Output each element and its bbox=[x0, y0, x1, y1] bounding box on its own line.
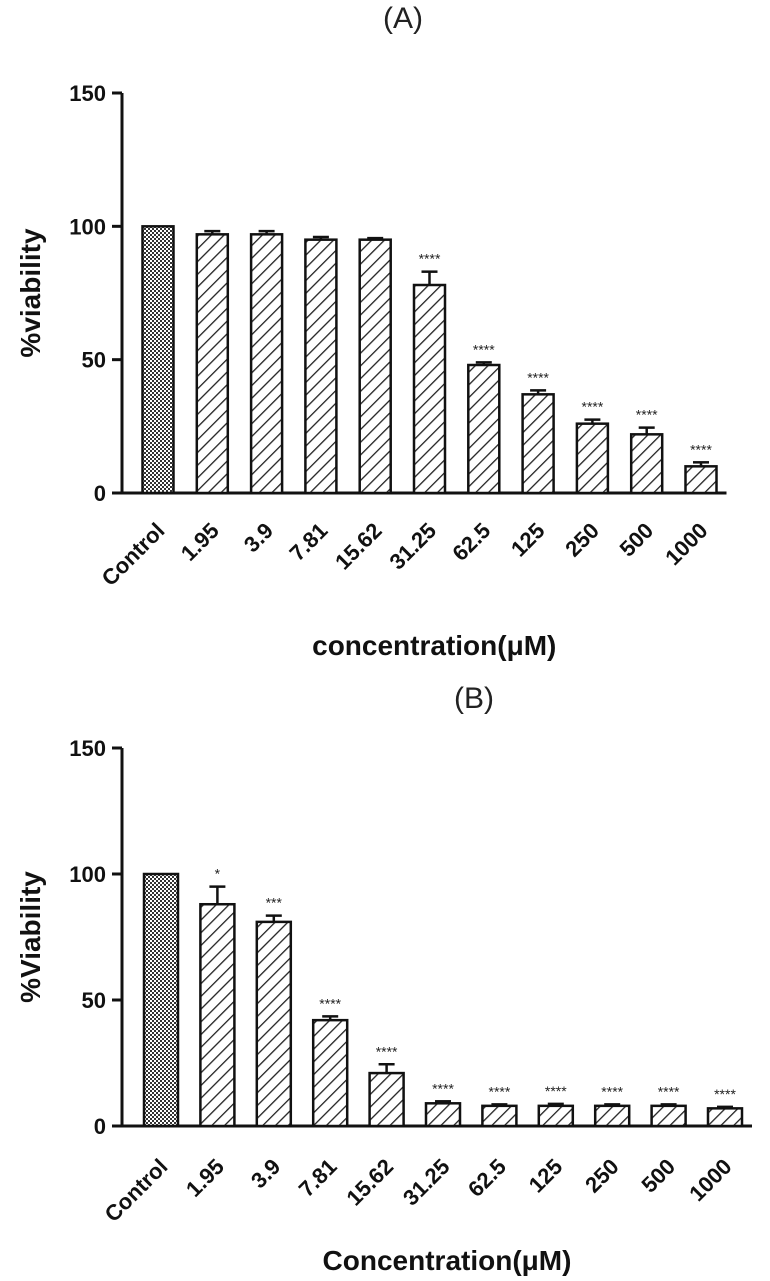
bar-control bbox=[142, 872, 180, 1128]
chart-panel-b: (B) 0 50 100 150 %Viability Control * 1.95 *** 3.9… bbox=[15, 682, 752, 1276]
significance-label: **** bbox=[636, 407, 658, 423]
x-tick-label: 31.25 bbox=[398, 1154, 455, 1211]
bar bbox=[650, 1104, 687, 1128]
bar bbox=[537, 1104, 575, 1128]
x-tick-label: 3.9 bbox=[246, 1154, 285, 1193]
bar bbox=[311, 1018, 349, 1128]
significance-label: **** bbox=[489, 1083, 511, 1099]
x-tick-label: 125 bbox=[524, 1154, 568, 1198]
x-tick-label: 250 bbox=[560, 518, 604, 562]
bar bbox=[467, 363, 501, 495]
bar-control bbox=[141, 225, 175, 495]
bar bbox=[195, 233, 230, 495]
significance-label: * bbox=[215, 866, 221, 882]
x-tick-label: Control bbox=[97, 518, 170, 591]
x-tick-label: 500 bbox=[615, 518, 659, 562]
y-tick-label: 100 bbox=[69, 862, 106, 887]
x-tick-label: 15.62 bbox=[330, 518, 387, 575]
y-tick-label: 100 bbox=[69, 214, 106, 239]
significance-label: **** bbox=[601, 1083, 623, 1099]
y-tick-label: 0 bbox=[94, 1114, 106, 1139]
bar bbox=[629, 433, 664, 495]
significance-label: **** bbox=[319, 995, 341, 1011]
x-tick-label: 1000 bbox=[684, 1154, 736, 1206]
bar bbox=[368, 1071, 405, 1128]
y-axis-title: %Viability bbox=[15, 871, 46, 1003]
significance-label: **** bbox=[690, 441, 712, 457]
x-tick-label: Control bbox=[100, 1154, 173, 1227]
bar bbox=[358, 238, 392, 495]
significance-label: **** bbox=[545, 1083, 567, 1099]
bar bbox=[593, 1104, 631, 1128]
x-tick-label: 7.81 bbox=[294, 1154, 342, 1202]
x-tick-label: 15.62 bbox=[342, 1154, 399, 1211]
significance-label: *** bbox=[266, 895, 283, 911]
x-tick-label: 62.5 bbox=[463, 1154, 511, 1202]
bar bbox=[199, 902, 236, 1128]
significance-label: **** bbox=[419, 251, 441, 267]
bar bbox=[424, 1102, 462, 1128]
bar bbox=[481, 1104, 518, 1128]
x-axis-title: Concentration(μM) bbox=[323, 1245, 572, 1276]
x-tick-label: 250 bbox=[580, 1154, 624, 1198]
panel-label: (A) bbox=[383, 2, 423, 35]
bar bbox=[412, 283, 447, 495]
significance-label: **** bbox=[527, 369, 549, 385]
bar bbox=[304, 238, 338, 495]
panel-label: (B) bbox=[454, 682, 494, 715]
bar bbox=[521, 393, 555, 495]
bar bbox=[684, 465, 718, 495]
significance-label: **** bbox=[582, 399, 604, 415]
x-tick-label: 62.5 bbox=[447, 518, 495, 566]
x-tick-label: 1000 bbox=[660, 518, 712, 570]
y-tick-label: 50 bbox=[82, 348, 106, 373]
y-tick-label: 50 bbox=[82, 988, 106, 1013]
y-tick-label: 0 bbox=[94, 481, 106, 506]
y-tick-label: 150 bbox=[69, 736, 106, 761]
x-tick-label: 500 bbox=[636, 1154, 680, 1198]
bar bbox=[249, 233, 284, 495]
y-tick-label: 150 bbox=[69, 81, 106, 106]
x-tick-label: 31.25 bbox=[384, 518, 441, 575]
chart-panel-a: (A) 0 50 100 150 %viability Control 1.95 3.9 7.81… bbox=[15, 2, 727, 661]
significance-label: **** bbox=[473, 341, 495, 357]
significance-label: **** bbox=[714, 1086, 736, 1102]
significance-label: **** bbox=[658, 1083, 680, 1099]
significance-label: **** bbox=[376, 1043, 398, 1059]
y-axis-title: %viability bbox=[15, 228, 46, 358]
x-tick-label: 7.81 bbox=[284, 518, 332, 566]
bar bbox=[255, 920, 293, 1128]
x-tick-label: 125 bbox=[506, 518, 550, 562]
bar bbox=[575, 422, 610, 495]
bar bbox=[706, 1107, 744, 1128]
x-tick-label: 1.95 bbox=[176, 518, 224, 566]
significance-label: **** bbox=[432, 1080, 454, 1096]
x-tick-label: 3.9 bbox=[239, 518, 278, 557]
x-tick-label: 1.95 bbox=[181, 1154, 229, 1202]
x-axis-title: concentration(μM) bbox=[312, 630, 556, 661]
